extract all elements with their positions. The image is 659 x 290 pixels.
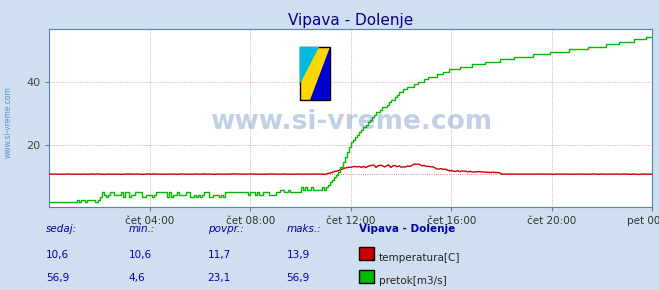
Text: temperatura[C]: temperatura[C]: [379, 253, 461, 263]
Text: pretok[m3/s]: pretok[m3/s]: [379, 276, 447, 286]
Text: 11,7: 11,7: [208, 250, 231, 260]
Text: 4,6: 4,6: [129, 273, 145, 283]
Text: 56,9: 56,9: [46, 273, 69, 283]
Text: 10,6: 10,6: [129, 250, 152, 260]
Polygon shape: [300, 47, 319, 84]
Text: www.si-vreme.com: www.si-vreme.com: [210, 109, 492, 135]
Polygon shape: [310, 47, 330, 100]
Text: sedaj:: sedaj:: [46, 224, 77, 234]
Text: povpr.:: povpr.:: [208, 224, 243, 234]
Text: Vipava - Dolenje: Vipava - Dolenje: [359, 224, 455, 234]
Text: maks.:: maks.:: [287, 224, 322, 234]
Text: 13,9: 13,9: [287, 250, 310, 260]
Title: Vipava - Dolenje: Vipava - Dolenje: [288, 13, 414, 28]
Text: www.si-vreme.com: www.si-vreme.com: [3, 86, 13, 158]
FancyBboxPatch shape: [300, 47, 330, 100]
Text: min.:: min.:: [129, 224, 155, 234]
Text: 23,1: 23,1: [208, 273, 231, 283]
Text: 56,9: 56,9: [287, 273, 310, 283]
Text: 10,6: 10,6: [46, 250, 69, 260]
